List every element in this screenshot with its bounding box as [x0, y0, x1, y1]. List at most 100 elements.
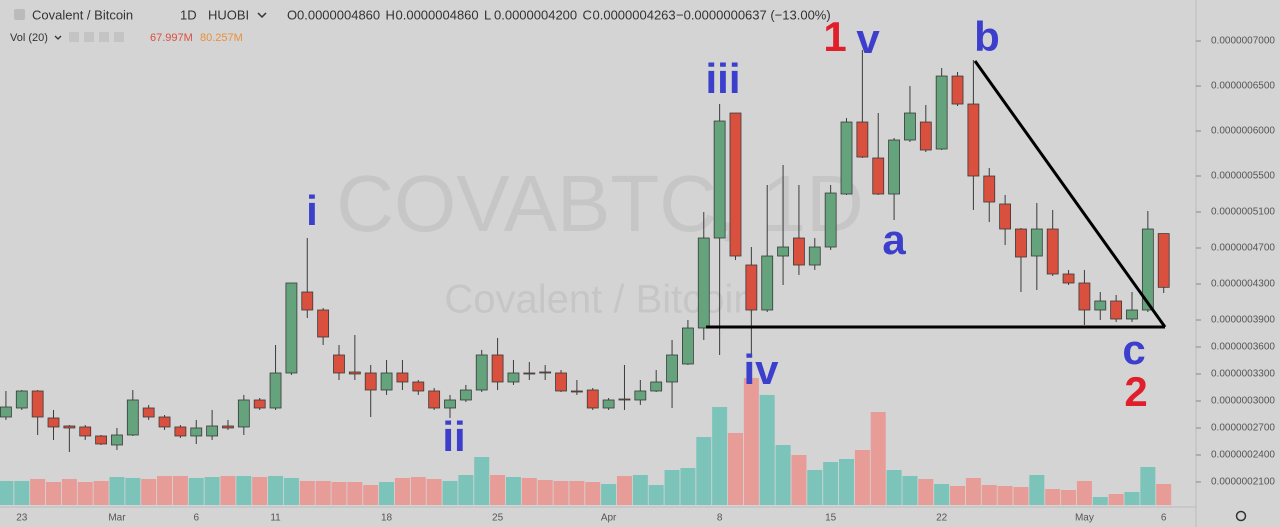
volume-bar [93, 480, 109, 505]
volume-bar [204, 477, 220, 505]
wave-label: iii [705, 55, 740, 102]
ohlc-value: 0.0000004263 [593, 7, 676, 22]
candle-body [126, 399, 139, 436]
y-tick-label: 0.0000007000 [1211, 36, 1275, 47]
volume-bar [220, 475, 236, 505]
volume-bar [616, 475, 632, 505]
volume-bar [553, 480, 569, 505]
symbol-icon [14, 9, 25, 20]
candle-body [888, 139, 900, 195]
candle-body [1110, 300, 1123, 320]
x-tick-label: 6 [1161, 513, 1167, 524]
exchange: HUOBI [208, 7, 249, 22]
wave-label: 1 [823, 13, 846, 60]
x-tick-label: May [1075, 513, 1094, 524]
y-tick-label: 0.0000006000 [1211, 126, 1275, 137]
volume-bar [839, 459, 855, 505]
volume-bar [188, 477, 204, 505]
candle-body [380, 372, 393, 391]
candle-body [1157, 233, 1170, 288]
candle-body [15, 390, 28, 409]
candle-body [682, 327, 694, 365]
volume-bar [363, 484, 379, 505]
candle-body [95, 435, 107, 445]
volume-bar [997, 485, 1013, 505]
volume-bar [727, 432, 743, 505]
interval: 1D [180, 7, 197, 22]
volume-bar [854, 449, 870, 505]
volume-bar [125, 477, 141, 505]
settings-icon[interactable] [1235, 510, 1247, 522]
candle-layer [0, 50, 1170, 452]
candle-body [317, 309, 330, 338]
dropdown-icon[interactable] [54, 35, 62, 40]
volume-bar [1045, 489, 1061, 505]
candle-body [697, 237, 710, 329]
candle-body [1046, 228, 1059, 275]
ohlc-value: 0.0000004860 [297, 7, 380, 22]
candle-body [872, 157, 885, 195]
y-tick-label: 0.0000004700 [1211, 243, 1275, 254]
candle-body [713, 120, 726, 239]
ohlc-key: O [287, 7, 297, 22]
candle-body [237, 399, 250, 428]
candle-body [904, 112, 916, 141]
candle-body [507, 372, 520, 383]
volume-bar [521, 477, 537, 505]
volume-bar [458, 474, 474, 505]
wave-label: b [974, 13, 1000, 60]
x-tick-label: 6 [193, 513, 199, 524]
candle-body [523, 372, 536, 375]
candle-body [1030, 228, 1043, 257]
axis-layer: 0.0000007000 0.0000006500 0.0000006000 0.00… [16, 36, 1275, 524]
candle-body [824, 192, 837, 248]
volume-bar [934, 484, 950, 505]
icon[interactable] [99, 32, 109, 42]
candle-body [539, 371, 552, 374]
candle-body [999, 203, 1012, 230]
candle-body [253, 399, 266, 409]
candle-body [1015, 228, 1027, 258]
y-tick-label: 0.0000003000 [1211, 396, 1275, 407]
volume-bar [981, 484, 997, 505]
icon[interactable] [84, 32, 94, 42]
candle-body [808, 246, 821, 266]
volume-bar [474, 457, 490, 505]
wave-label: i [306, 187, 318, 234]
candle-body [1062, 273, 1075, 284]
icon[interactable] [114, 32, 124, 42]
candle-body [951, 75, 964, 105]
volume-bar [442, 480, 458, 505]
volume-bar [775, 444, 791, 505]
volume-bar [648, 484, 664, 505]
candle-body [729, 112, 742, 257]
x-tick-label: 15 [825, 513, 837, 524]
icon[interactable] [69, 32, 79, 42]
wave-label: 2 [1124, 368, 1147, 415]
candle-body [285, 282, 298, 374]
volume-bar [712, 406, 728, 505]
volume-bar [1124, 492, 1140, 505]
candle-body [31, 390, 44, 418]
candle-body [634, 390, 647, 401]
volume-bar [823, 462, 839, 505]
x-tick-label: Mar [108, 513, 126, 524]
volume-bar [505, 477, 521, 505]
candle-body [840, 121, 853, 195]
volume-bar [1108, 494, 1124, 505]
y-tick-label: 0.0000003300 [1211, 369, 1275, 380]
volume-bar [379, 482, 395, 505]
volume-bar [585, 482, 601, 505]
candle-body [158, 416, 171, 428]
dropdown-icon[interactable] [257, 12, 267, 19]
candle-body [428, 390, 441, 409]
volume-bar [283, 477, 299, 505]
y-tick-label: 0.0000006500 [1211, 81, 1275, 92]
candle-body [47, 417, 60, 428]
candle-body [761, 255, 774, 311]
ohlc-key: H [386, 7, 395, 22]
y-tick-label: 0.0000002400 [1211, 450, 1275, 461]
candle-body [586, 389, 599, 409]
